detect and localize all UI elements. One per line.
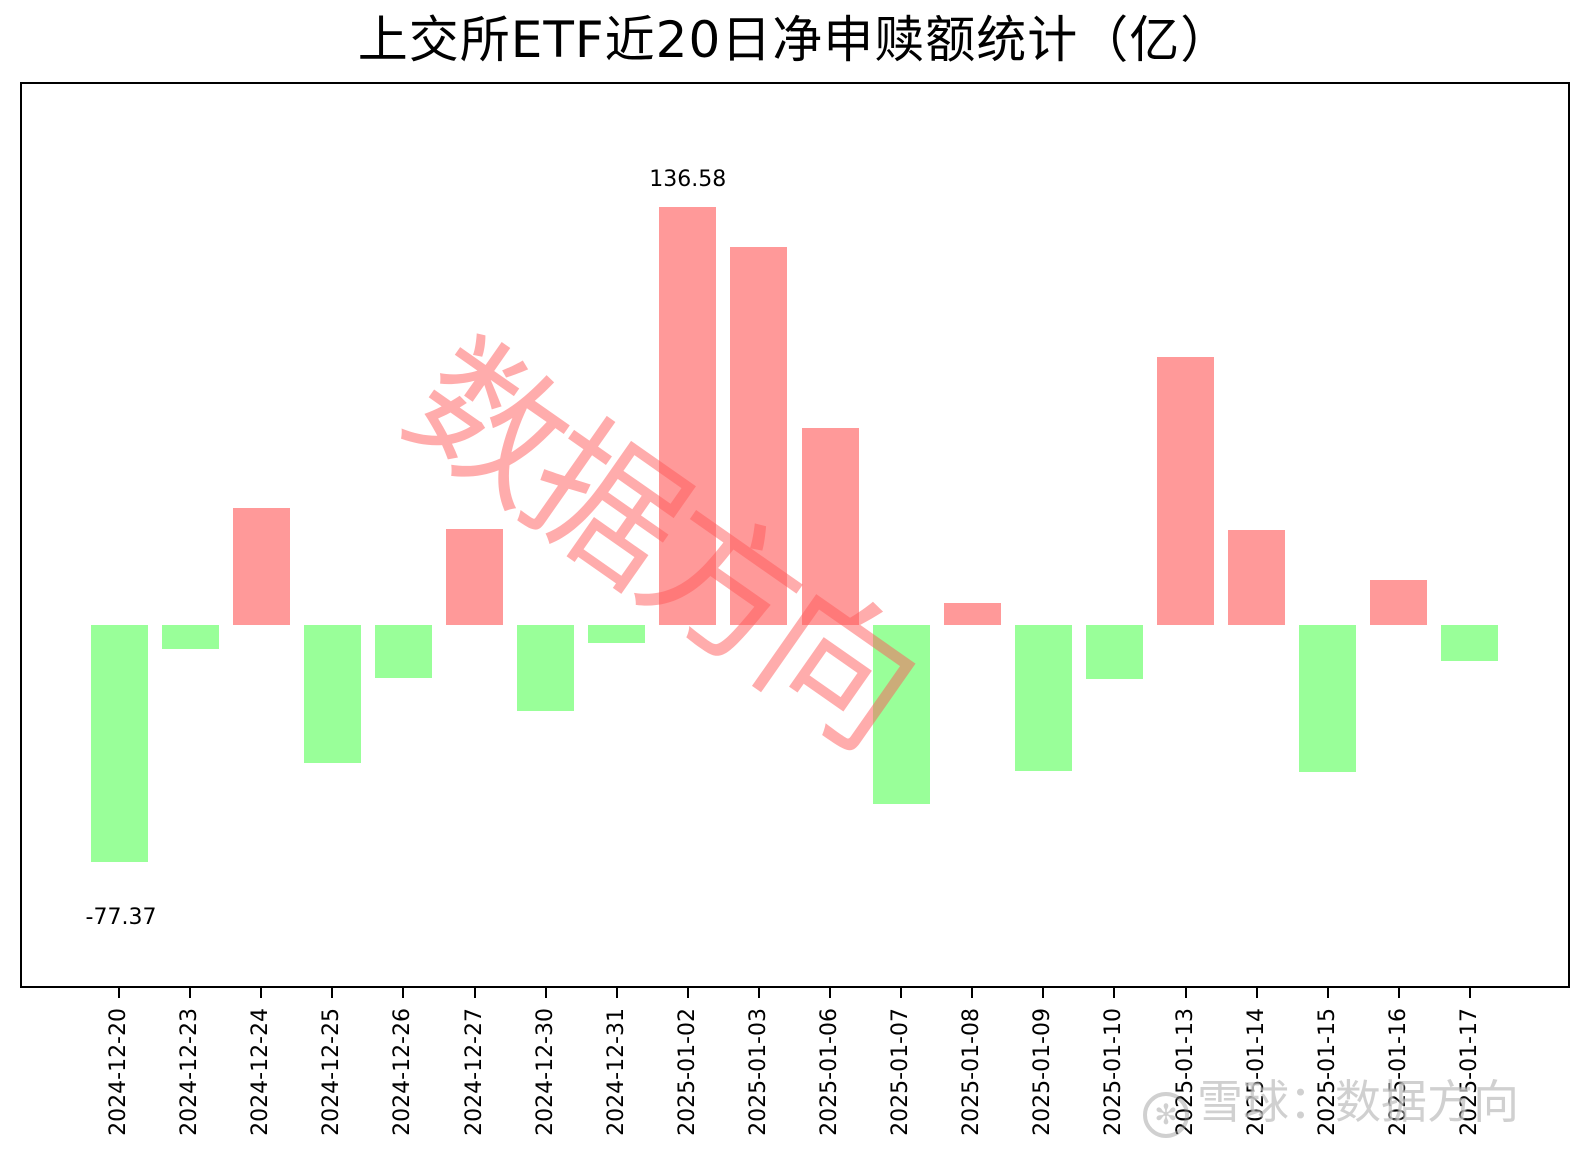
- bar-2025-01-07: [872, 624, 930, 805]
- bar-2025-01-08: [943, 602, 1001, 625]
- bar-2024-12-25: [303, 624, 361, 764]
- bar-2024-12-24: [232, 508, 290, 625]
- x-tick: [118, 988, 120, 998]
- x-tick: [544, 988, 547, 998]
- bar-2025-01-16: [1370, 579, 1428, 625]
- x-tick: [1184, 988, 1187, 998]
- plot-area: [20, 82, 1570, 988]
- x-tick: [1468, 988, 1471, 998]
- x-tick: [1113, 988, 1116, 998]
- bar-2025-01-17: [1441, 624, 1499, 662]
- x-tick: [1397, 988, 1400, 998]
- x-tick: [402, 988, 405, 998]
- bar-2025-01-15: [1299, 624, 1357, 772]
- bar-2025-01-13: [1157, 357, 1214, 625]
- max-value-label: 136.58: [649, 166, 727, 192]
- x-tick: [1042, 988, 1045, 998]
- x-tick: [260, 988, 263, 998]
- bar-2024-12-30: [517, 624, 575, 711]
- bar-2024-12-26: [374, 624, 432, 678]
- bar-2025-01-10: [1085, 624, 1143, 679]
- bar-2024-12-27: [446, 528, 503, 625]
- x-tick: [331, 988, 334, 998]
- x-tick: [900, 988, 903, 998]
- x-tick: [615, 988, 618, 998]
- x-tick: [1255, 988, 1258, 998]
- x-tick: [829, 988, 831, 998]
- bar-2025-01-03: [730, 246, 788, 625]
- bar-2025-01-02: [659, 206, 717, 625]
- x-tick: [686, 988, 689, 998]
- bar-2025-01-09: [1014, 624, 1072, 771]
- x-tick: [1326, 988, 1329, 998]
- x-tick: [971, 988, 974, 998]
- x-tick: [757, 988, 760, 998]
- x-tick: [473, 988, 476, 998]
- x-tick: [189, 988, 192, 998]
- bar-2025-01-06: [801, 428, 859, 625]
- min-value-label: -77.37: [85, 904, 157, 930]
- bar-2024-12-31: [588, 624, 646, 644]
- bar-2025-01-14: [1228, 530, 1286, 625]
- chart-title: 上交所ETF近20日净申赎额统计（亿）: [357, 11, 1232, 69]
- bar-2024-12-23: [161, 624, 219, 649]
- bar-2024-12-20: [90, 624, 148, 862]
